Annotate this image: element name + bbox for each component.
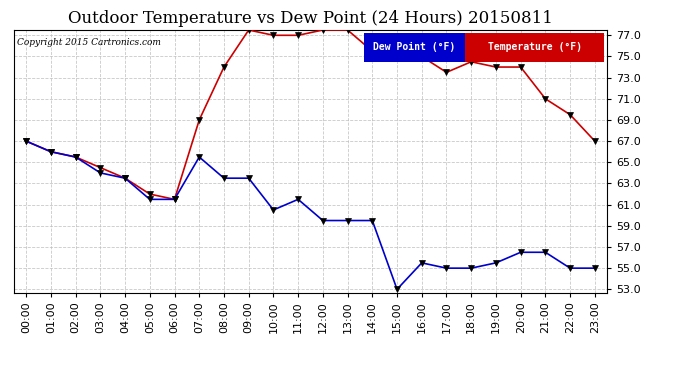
Text: Copyright 2015 Cartronics.com: Copyright 2015 Cartronics.com (17, 38, 161, 47)
FancyBboxPatch shape (364, 33, 465, 62)
Text: Dew Point (°F): Dew Point (°F) (373, 42, 455, 52)
FancyBboxPatch shape (465, 33, 604, 62)
Text: Temperature (°F): Temperature (°F) (488, 42, 582, 52)
Title: Outdoor Temperature vs Dew Point (24 Hours) 20150811: Outdoor Temperature vs Dew Point (24 Hou… (68, 10, 553, 27)
